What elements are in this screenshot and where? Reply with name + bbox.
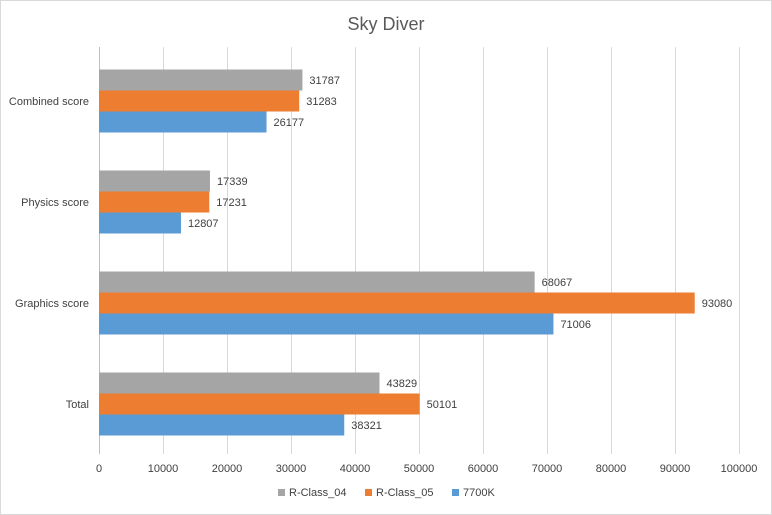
legend-label: R-Class_04	[289, 487, 346, 499]
legend-swatch	[365, 489, 372, 496]
data-label: 50101	[427, 399, 458, 411]
bar-r-class-05	[99, 393, 420, 415]
x-tick-label: 40000	[340, 463, 371, 475]
bar-r-class-04	[99, 372, 380, 394]
data-label: 12807	[188, 218, 219, 230]
data-label: 17339	[217, 176, 248, 188]
x-tick-label: 70000	[532, 463, 563, 475]
bar-r-class-05	[99, 191, 210, 213]
data-label: 68067	[542, 277, 573, 289]
x-tick-label: 100000	[721, 463, 758, 475]
x-tick-label: 0	[96, 463, 102, 475]
category-label: Total	[66, 399, 89, 411]
x-tick-label: 60000	[468, 463, 499, 475]
data-label: 26177	[274, 117, 305, 129]
x-tick-label: 30000	[276, 463, 307, 475]
legend-swatch	[278, 489, 285, 496]
data-label: 71006	[560, 319, 591, 331]
legend: R-Class_04 R-Class_05 7700K	[278, 487, 495, 499]
category-labels: Combined score Physics score Graphics scor…	[9, 96, 89, 411]
data-label: 31787	[309, 75, 340, 87]
x-tick-labels: 0 10000 20000 30000 40000 50000 60000 70000 8000…	[96, 463, 757, 475]
category-label: Combined score	[9, 96, 89, 108]
category-label: Graphics score	[15, 298, 89, 310]
bar-r-class-05	[99, 292, 695, 314]
x-tick-label: 80000	[596, 463, 627, 475]
legend-label: R-Class_05	[376, 487, 433, 499]
data-label: 17231	[216, 197, 247, 209]
x-tick-label: 50000	[404, 463, 435, 475]
legend-label: 7700K	[463, 487, 495, 499]
bars	[99, 69, 695, 436]
data-label: 31283	[306, 96, 337, 108]
x-tick-label: 90000	[660, 463, 691, 475]
x-tick-label: 10000	[148, 463, 179, 475]
bar-7700k	[99, 414, 345, 436]
data-label: 38321	[351, 420, 382, 432]
bar-r-class-04	[99, 271, 535, 293]
bar-r-class-05	[99, 90, 300, 112]
data-label: 43829	[387, 378, 418, 390]
x-tick-label: 20000	[212, 463, 243, 475]
bar-r-class-04	[99, 69, 303, 91]
bar-7700k	[99, 212, 181, 234]
bar-7700k	[99, 111, 267, 133]
legend-swatch	[452, 489, 459, 496]
bar-r-class-04	[99, 170, 210, 192]
bar-7700k	[99, 313, 554, 335]
category-label: Physics score	[21, 197, 89, 209]
chart-title: Sky Diver	[347, 14, 424, 34]
data-label: 93080	[702, 298, 733, 310]
